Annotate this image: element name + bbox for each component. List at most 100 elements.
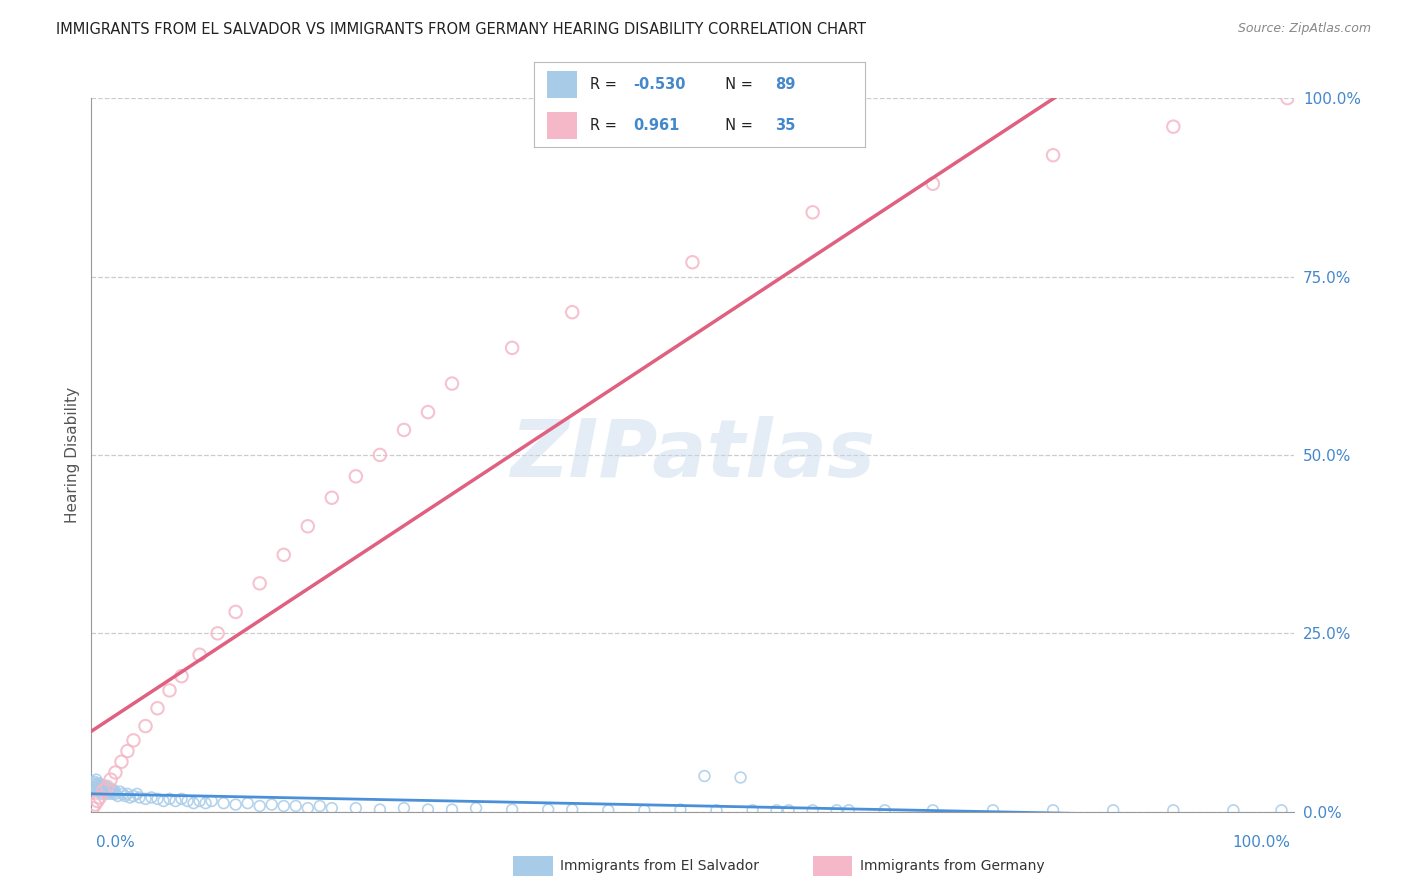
Point (128, 790, 150, 805)
Point (159, 683, 181, 698)
Point (200, 794, 222, 808)
Point (730, 771, 752, 785)
Point (501, 803, 523, 817)
Point (104, 765, 127, 780)
Point (225, 605, 247, 619)
Point (321, 491, 343, 505)
Text: Immigrants from El Salvador: Immigrants from El Salvador (560, 859, 759, 873)
Text: Source: ZipAtlas.com: Source: ZipAtlas.com (1237, 22, 1371, 36)
Point (801, 205, 824, 219)
Point (87, 776, 110, 790)
Point (368, 448, 391, 462)
Point (778, 803, 800, 817)
Point (416, 405, 439, 419)
Point (561, 305, 583, 319)
Point (207, 626, 229, 640)
Text: ZIPatlas: ZIPatlas (510, 416, 875, 494)
Point (838, 803, 860, 817)
Point (118, 790, 141, 805)
Point (981, 803, 1004, 817)
Point (98, 785, 121, 799)
Point (141, 790, 163, 805)
Point (236, 796, 259, 810)
Point (87, 780, 110, 794)
Point (392, 801, 415, 815)
Point (765, 803, 787, 817)
Point (165, 794, 187, 808)
Point (104, 787, 127, 801)
Point (117, 744, 139, 758)
Point (170, 669, 193, 683)
Point (465, 801, 488, 815)
Point (96, 787, 118, 801)
Point (922, 177, 945, 191)
Text: 100.0%: 100.0% (1233, 836, 1291, 850)
Point (194, 796, 217, 810)
Point (297, 801, 319, 815)
Text: 89: 89 (776, 77, 796, 92)
Point (1042, 148, 1064, 162)
Point (368, 803, 391, 817)
Point (82, 776, 104, 790)
Point (117, 787, 139, 801)
Point (1102, 803, 1125, 817)
Point (110, 785, 132, 799)
Point (693, 769, 716, 783)
Point (90, 778, 112, 792)
Point (134, 792, 156, 806)
Point (89, 790, 111, 805)
Point (89, 780, 111, 794)
Point (111, 787, 134, 801)
Point (83, 774, 105, 789)
Point (188, 648, 211, 662)
Point (1161, 803, 1184, 817)
Point (321, 801, 343, 815)
Point (86, 778, 108, 792)
Point (1042, 803, 1064, 817)
Point (273, 548, 295, 562)
Point (91, 787, 114, 801)
Point (176, 794, 198, 808)
Point (90, 781, 112, 796)
Point (89, 783, 111, 797)
Point (84, 783, 107, 797)
Text: R =: R = (591, 77, 621, 92)
Point (134, 719, 156, 733)
Point (114, 789, 136, 803)
Y-axis label: Hearing Disability: Hearing Disability (65, 387, 80, 523)
Point (122, 789, 145, 803)
Text: N =: N = (716, 77, 758, 92)
Point (681, 255, 703, 269)
Point (741, 803, 763, 817)
Point (125, 787, 148, 801)
Text: 0.961: 0.961 (633, 118, 679, 133)
Point (669, 803, 692, 817)
Point (152, 794, 174, 808)
Point (1277, 91, 1299, 105)
Point (82, 801, 104, 815)
Point (93, 783, 115, 797)
Point (183, 796, 205, 810)
Point (706, 803, 728, 817)
Point (84, 780, 107, 794)
Point (225, 797, 247, 812)
Point (344, 469, 367, 483)
Point (110, 755, 132, 769)
Point (103, 783, 125, 797)
Point (392, 423, 415, 437)
Point (89, 785, 111, 799)
Point (122, 733, 145, 747)
Bar (547, 112, 578, 139)
Point (170, 792, 193, 806)
Point (561, 803, 583, 817)
Point (101, 787, 124, 801)
Text: N =: N = (716, 118, 758, 133)
Point (96, 780, 118, 794)
Point (537, 803, 560, 817)
Point (249, 799, 271, 814)
Text: 35: 35 (776, 118, 796, 133)
Point (84, 797, 107, 812)
Point (1222, 803, 1244, 817)
Point (825, 803, 848, 817)
Point (801, 803, 824, 817)
